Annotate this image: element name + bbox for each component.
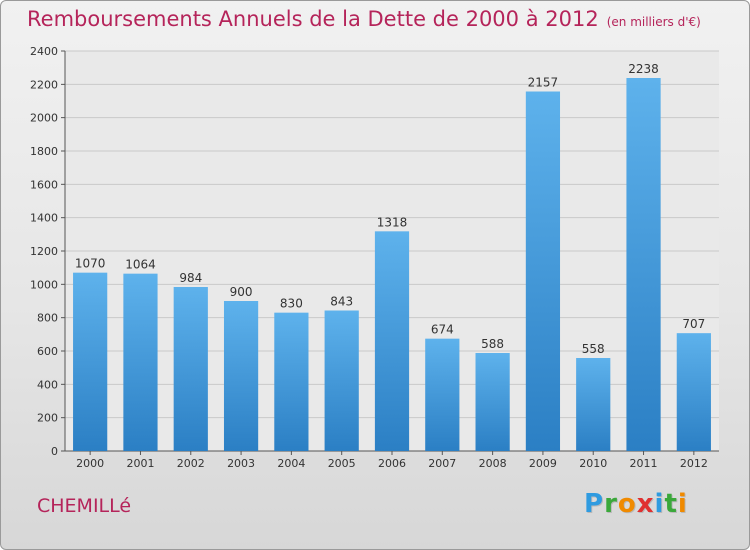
x-tick-label: 2003	[227, 457, 255, 470]
bar-value-label: 830	[280, 297, 303, 311]
x-tick-label: 2000	[76, 457, 104, 470]
y-tick-label: 800	[37, 312, 58, 325]
y-tick-label: 200	[37, 412, 58, 425]
y-tick-label: 1600	[30, 178, 58, 191]
x-tick-label: 2008	[479, 457, 507, 470]
bar-value-label: 1070	[75, 257, 106, 271]
y-tick-label: 2000	[30, 112, 58, 125]
logo-letter: t	[664, 489, 678, 519]
x-tick-label: 2006	[378, 457, 406, 470]
logo-letter: x	[636, 489, 655, 519]
bar-2010	[576, 358, 611, 451]
labels: 0 200 400 600 800 1000 1200 1400 1600 1800 2000 220…	[30, 45, 708, 470]
y-tick-label: 2400	[30, 45, 58, 58]
y-tick-label: 1200	[30, 245, 58, 258]
logo-letter: i	[654, 489, 665, 519]
bar-2007	[425, 338, 460, 451]
bar-2009	[525, 91, 561, 451]
bars	[73, 78, 711, 451]
bar-value-label: 843	[330, 295, 353, 309]
y-tick-label: 1400	[30, 212, 58, 225]
bar-value-label: 2238	[628, 62, 659, 76]
bar-2004	[274, 312, 309, 451]
y-tick-label: 1800	[30, 145, 58, 158]
x-tick-label: 2009	[529, 457, 557, 470]
x-tick-label: 2005	[328, 457, 356, 470]
logo-letter: P	[584, 489, 605, 519]
logo-letter: o	[617, 489, 637, 519]
x-tick-label: 2007	[428, 457, 456, 470]
bar-2012	[676, 333, 711, 451]
bar-value-label: 707	[682, 317, 705, 331]
bar-2006	[374, 231, 410, 451]
place-name: CHEMILLé	[37, 495, 132, 517]
bar-value-label: 674	[431, 323, 454, 337]
chart-title: Remboursements Annuels de la Dette de 20…	[27, 7, 701, 31]
x-tick-label: 2004	[277, 457, 305, 470]
x-tick-label: 2002	[177, 457, 205, 470]
bar-2000	[73, 272, 108, 451]
y-tick-label: 400	[37, 378, 58, 391]
chart-title-text: Remboursements Annuels de la Dette de 20…	[27, 7, 599, 31]
y-tick-label: 1000	[30, 278, 58, 291]
x-tick-label: 2011	[630, 457, 658, 470]
bar-value-label: 588	[481, 337, 504, 351]
bar-2008	[475, 353, 510, 451]
chart-unit-label: (en milliers d'€)	[606, 15, 701, 29]
bar-2005	[324, 310, 359, 451]
x-tick-label: 2010	[579, 457, 607, 470]
bar-2002	[173, 287, 208, 451]
x-tick-label: 2001	[126, 457, 154, 470]
y-tick-label: 600	[37, 345, 58, 358]
proxiti-logo: Proxiti	[584, 489, 688, 519]
bar-value-label: 558	[582, 342, 605, 356]
bar-value-label: 1318	[377, 215, 408, 229]
bar-value-label: 900	[230, 285, 253, 299]
bar-2011	[626, 78, 661, 451]
y-tick-label: 0	[51, 445, 58, 458]
y-tick-label: 2200	[30, 78, 58, 91]
bar-2001	[123, 273, 158, 451]
bar-value-label: 2157	[528, 76, 559, 90]
bar-2003	[223, 301, 259, 451]
x-tick-label: 2012	[680, 457, 708, 470]
logo-letter: i	[677, 489, 688, 519]
bar-value-label: 1064	[125, 258, 156, 272]
bar-value-label: 984	[179, 271, 202, 285]
logo-letter: r	[604, 489, 618, 519]
